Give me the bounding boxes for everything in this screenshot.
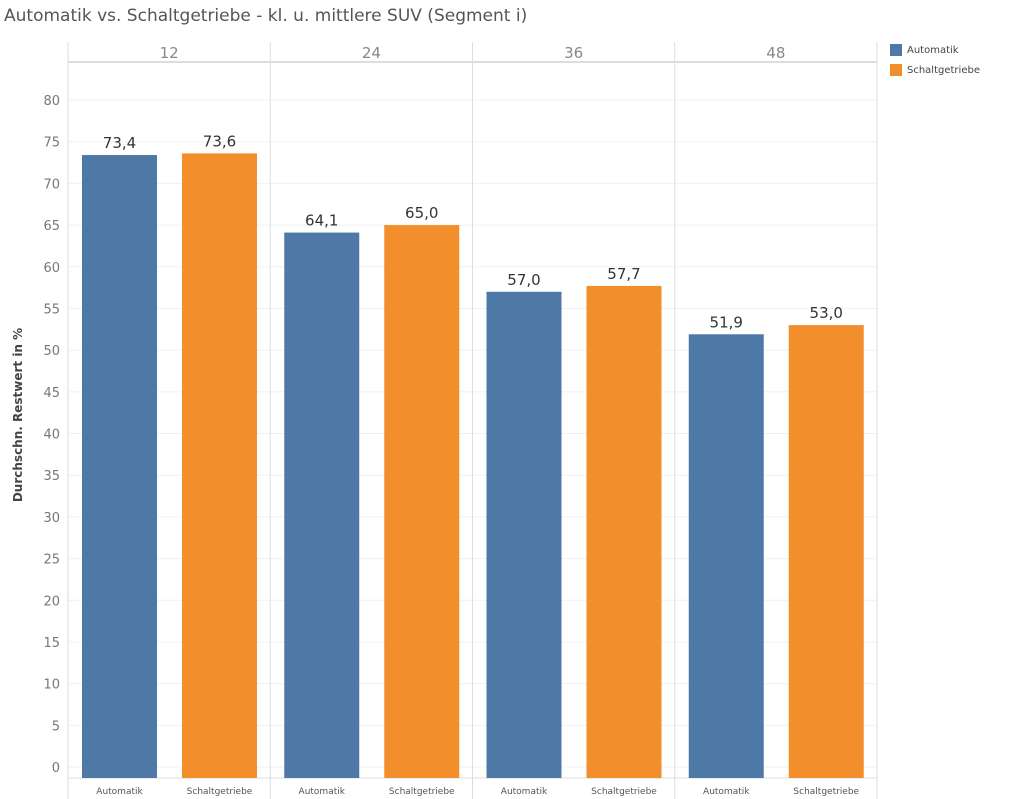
column-header: 24: [362, 44, 381, 62]
y-axis-label: Durchschn. Restwert in %: [11, 328, 25, 502]
legend-item-schaltgetriebe[interactable]: Schaltgetriebe: [890, 64, 980, 76]
bar-automatik: [82, 155, 157, 779]
x-tick-label: Schaltgetriebe: [793, 787, 859, 797]
y-tick-label: 10: [43, 678, 60, 693]
y-tick-label: 20: [43, 594, 60, 609]
column-header: 12: [160, 44, 179, 62]
legend-label: Automatik: [907, 44, 959, 56]
bar-automatik: [284, 232, 360, 778]
legend-swatch: [890, 64, 902, 76]
bar-schaltgetriebe: [384, 225, 460, 778]
data-label: 73,4: [103, 134, 136, 152]
y-tick-label: 35: [43, 469, 60, 484]
column-header: 36: [564, 44, 583, 62]
y-tick-label: 5: [52, 719, 60, 734]
bar-automatik: [688, 334, 764, 778]
y-tick-label: 40: [43, 428, 60, 443]
y-tick-label: 55: [43, 302, 60, 317]
bar-schaltgetriebe: [586, 285, 662, 778]
bar-schaltgetriebe: [788, 325, 864, 778]
data-label: 64,1: [305, 212, 338, 230]
y-tick-label: 65: [43, 219, 60, 234]
y-tick-label: 75: [43, 136, 60, 151]
y-tick-label: 25: [43, 553, 60, 568]
legend-item-automatik[interactable]: Automatik: [890, 44, 959, 56]
x-tick-label: Automatik: [96, 787, 143, 797]
data-label: 57,7: [607, 265, 640, 283]
legend-swatch: [890, 44, 902, 56]
x-tick-label: Automatik: [703, 787, 750, 797]
legend-label: Schaltgetriebe: [907, 64, 980, 76]
data-label: 73,6: [203, 132, 236, 150]
x-tick-label: Schaltgetriebe: [591, 787, 657, 797]
data-label: 65,0: [405, 204, 438, 222]
x-tick-label: Automatik: [501, 787, 548, 797]
y-tick-label: 70: [43, 177, 60, 192]
bar-automatik: [486, 291, 562, 778]
x-tick-label: Schaltgetriebe: [187, 787, 253, 797]
data-label: 51,9: [710, 313, 743, 331]
y-tick-label: 30: [43, 511, 60, 526]
x-tick-label: Schaltgetriebe: [389, 787, 455, 797]
bar-schaltgetriebe: [182, 153, 257, 779]
y-tick-label: 45: [43, 386, 60, 401]
chart-title: Automatik vs. Schaltgetriebe - kl. u. mi…: [4, 6, 528, 26]
x-tick-label: Automatik: [299, 787, 346, 797]
y-tick-label: 0: [52, 761, 60, 776]
y-tick-label: 15: [43, 636, 60, 651]
y-tick-label: 50: [43, 344, 60, 359]
y-tick-label: 60: [43, 261, 60, 276]
data-label: 57,0: [507, 271, 540, 289]
column-header: 48: [766, 44, 785, 62]
data-label: 53,0: [810, 304, 843, 322]
y-tick-label: 80: [43, 94, 60, 109]
